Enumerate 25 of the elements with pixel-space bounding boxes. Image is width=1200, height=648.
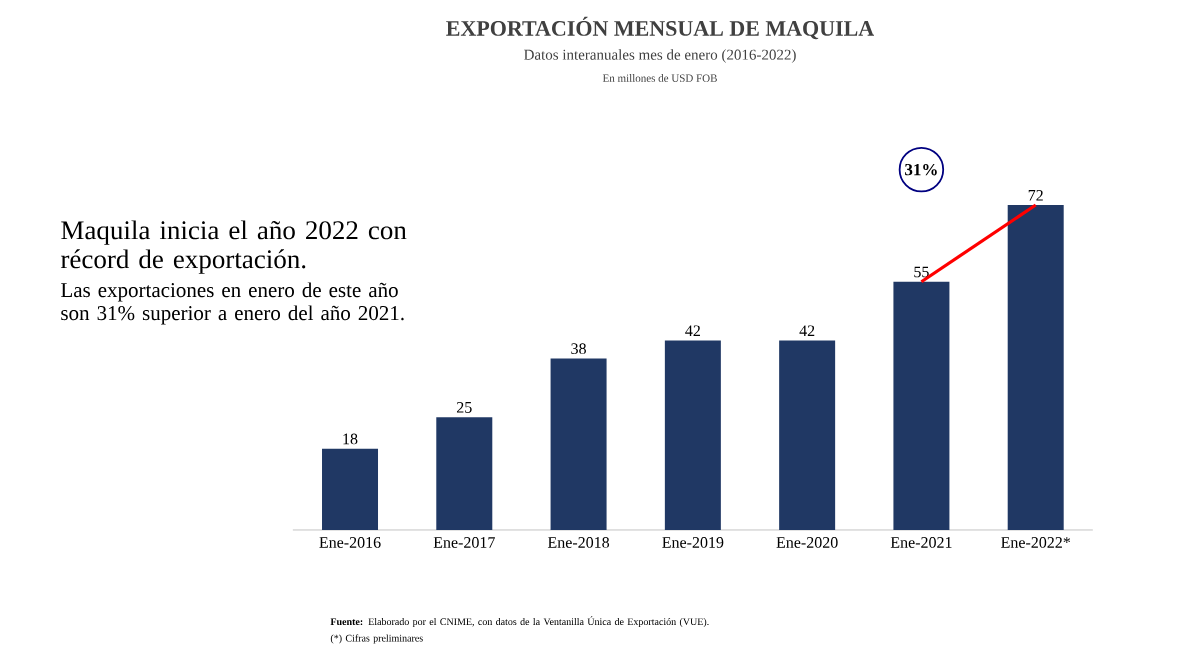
- x-tick-label: Ene-2018: [547, 537, 610, 548]
- data-label: 38: [571, 343, 586, 355]
- data-label: 18: [343, 433, 358, 445]
- data-label: 25: [456, 401, 472, 413]
- x-tick-label: Ene-2017: [433, 537, 495, 548]
- annotation: Maquila inicia el año 2022 con récord de exportación.: [60, 220, 407, 274]
- bar: [436, 417, 493, 530]
- data-label: 42: [799, 325, 815, 336]
- x-tick-label: Ene-2022*: [1001, 537, 1071, 548]
- x-tick-label: Ene-2020: [776, 537, 838, 548]
- bar: [779, 340, 836, 530]
- data-label: 55: [914, 266, 929, 278]
- text: 31%: [905, 163, 937, 176]
- data-label: 72: [1028, 189, 1043, 201]
- chart-title: EXPORTACIÓN MENSUAL DE MAQUILA: [446, 16, 874, 40]
- data-label: 42: [685, 325, 700, 336]
- x-tick-label: Ene-2016: [319, 537, 381, 548]
- bar: [550, 358, 607, 530]
- bar: [893, 281, 950, 530]
- bar: [1007, 204, 1064, 530]
- x-tick-label: Ene-2019: [662, 537, 724, 548]
- annotation: Las exportaciones en enero de este año son 31% superior a enero del año 2021.: [61, 282, 404, 325]
- x-tick-label: Ene-2021: [890, 537, 952, 548]
- bar: [664, 340, 721, 530]
- bar: [322, 448, 379, 530]
